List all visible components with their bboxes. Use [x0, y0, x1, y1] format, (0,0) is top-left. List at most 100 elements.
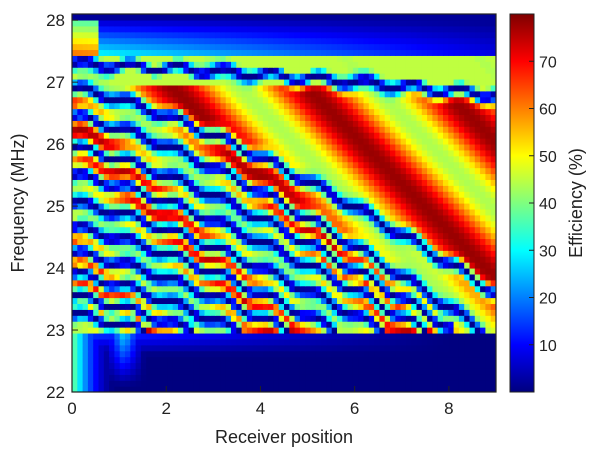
heatmap-cell [252, 61, 259, 68]
heatmap-cell [114, 167, 121, 175]
heatmap-cell [321, 61, 327, 68]
heatmap-cell [474, 120, 481, 127]
heatmap-cell [273, 309, 280, 316]
heatmap-cell [379, 126, 386, 133]
heatmap-cell [278, 143, 285, 151]
heatmap-cell [490, 191, 496, 198]
heatmap-cell [140, 96, 147, 104]
heatmap-cell [368, 338, 375, 346]
heatmap-cell [294, 143, 301, 151]
heatmap-cell [342, 49, 349, 56]
heatmap-cell [315, 161, 322, 169]
heatmap-cell [135, 78, 142, 86]
heatmap-cell [151, 232, 158, 240]
heatmap-cell [315, 238, 322, 245]
heatmap-cell [358, 279, 365, 287]
heatmap-cell [125, 19, 131, 27]
heatmap-cell [299, 338, 306, 346]
heatmap-cell [82, 67, 89, 74]
heatmap-cell [458, 84, 465, 92]
heatmap-cell [151, 315, 158, 322]
heatmap-cell [188, 138, 195, 145]
heatmap-cell [183, 96, 190, 104]
heatmap-cell [151, 267, 158, 275]
heatmap-cell [485, 386, 492, 392]
heatmap-cell [204, 309, 211, 316]
heatmap-cell [231, 297, 237, 305]
heatmap-cell [384, 380, 391, 387]
heatmap-cell [400, 155, 407, 163]
heatmap-cell [82, 214, 89, 222]
heatmap-cell [220, 126, 227, 133]
heatmap-cell [485, 232, 492, 240]
heatmap-cell [299, 179, 306, 186]
heatmap-cell [87, 114, 94, 121]
heatmap-cell [114, 332, 121, 340]
heatmap-cell [352, 31, 359, 39]
heatmap-cell [193, 386, 200, 392]
heatmap-cell [490, 356, 496, 364]
heatmap-cell [480, 220, 486, 228]
heatmap-cell [162, 244, 168, 251]
heatmap-cell [87, 226, 94, 234]
heatmap-cell [204, 108, 211, 116]
heatmap-cell [241, 126, 248, 133]
heatmap-cell [188, 338, 195, 346]
heatmap-cell [395, 31, 402, 39]
heatmap-cell [252, 362, 259, 369]
heatmap-cell [241, 250, 248, 257]
heatmap-cell [437, 374, 444, 381]
heatmap-cell [411, 350, 418, 358]
heatmap-cell [368, 61, 375, 68]
heatmap-cell [130, 303, 137, 310]
heatmap-cell [485, 179, 492, 186]
heatmap-cell [485, 67, 492, 74]
heatmap-cell [109, 327, 115, 334]
heatmap-cell [469, 291, 476, 299]
heatmap-cell [421, 250, 428, 257]
heatmap-cell [427, 43, 433, 51]
heatmap-cell [278, 90, 285, 98]
heatmap-cell [305, 185, 312, 192]
heatmap-cell [305, 267, 312, 275]
heatmap-cell [368, 291, 375, 299]
heatmap-cell [432, 374, 439, 381]
heatmap-cell [151, 279, 158, 287]
heatmap-cell [411, 344, 418, 352]
heatmap-cell [231, 161, 237, 169]
heatmap-cell [437, 37, 444, 45]
heatmap-cell [384, 338, 391, 346]
heatmap-cell [416, 132, 423, 139]
heatmap-cell [162, 114, 168, 121]
heatmap-cell [310, 279, 317, 287]
heatmap-cell [395, 244, 402, 251]
heatmap-cell [289, 43, 296, 51]
heatmap-cell [178, 120, 184, 127]
heatmap-cell [331, 297, 338, 305]
heatmap-cell [167, 96, 174, 104]
heatmap-cell [162, 108, 168, 116]
heatmap-cell [337, 309, 343, 316]
heatmap-cell [464, 208, 471, 216]
heatmap-cell [209, 132, 216, 139]
heatmap-cell [437, 173, 444, 180]
heatmap-cell [342, 55, 349, 62]
heatmap-cell [374, 90, 380, 98]
heatmap-cell [384, 161, 391, 169]
heatmap-cell [257, 120, 264, 127]
heatmap-cell [390, 203, 396, 210]
heatmap-cell [209, 173, 216, 180]
heatmap-cell [146, 179, 153, 186]
heatmap-cell [199, 285, 206, 293]
heatmap-cell [315, 338, 322, 346]
heatmap-cell [119, 321, 126, 328]
heatmap-cell [437, 185, 444, 192]
heatmap-cell [400, 179, 407, 186]
heatmap-cell [448, 143, 455, 151]
heatmap-cell [119, 102, 126, 110]
heatmap-cell [485, 356, 492, 364]
heatmap-cell [125, 344, 131, 352]
heatmap-cell [448, 31, 455, 39]
heatmap-cell [172, 120, 179, 127]
heatmap-cell [193, 356, 200, 364]
